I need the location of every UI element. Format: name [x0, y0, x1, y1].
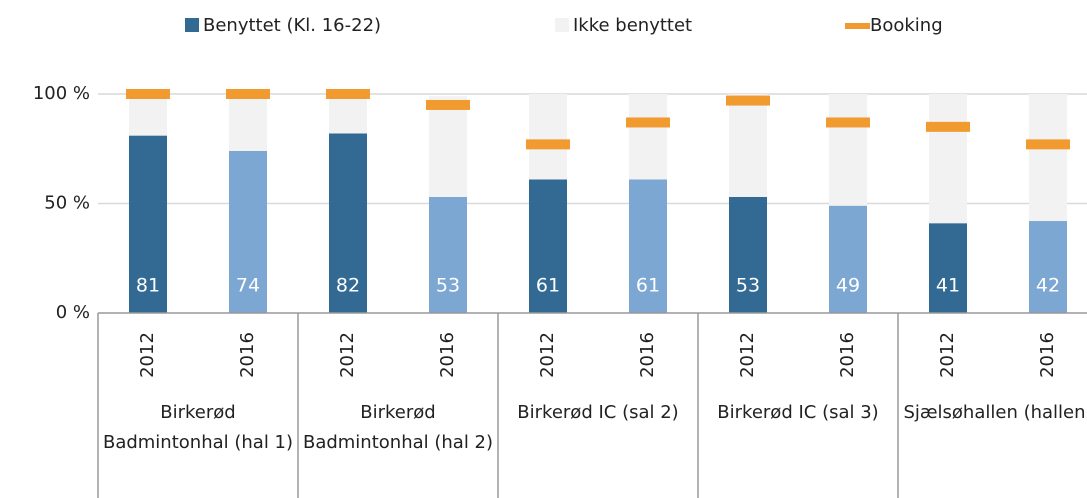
group-label: Sjælsøhallen (hallen) — [903, 402, 1087, 423]
bar-segment — [329, 133, 367, 313]
legend-swatch — [185, 18, 199, 32]
booking-marker — [226, 89, 270, 99]
bar-segment — [729, 196, 767, 313]
data-label: 41 — [936, 275, 960, 297]
group-label: Birkerød Badmintonhal (hal 2) — [302, 402, 494, 453]
x-tick-label: 2012 — [337, 332, 358, 378]
data-label: 74 — [236, 275, 260, 297]
booking-marker — [326, 89, 370, 99]
legend-label: Benyttet (Kl. 16-22) — [203, 15, 381, 36]
bar-segment — [1029, 94, 1067, 222]
booking-marker — [126, 89, 170, 99]
data-label: 53 — [736, 275, 760, 297]
bar-segment — [429, 96, 467, 197]
y-tick-label: 50 % — [44, 193, 90, 214]
data-label: 42 — [1036, 275, 1060, 297]
x-tick-label: 2016 — [637, 332, 658, 378]
x-tick-label: 2012 — [537, 332, 558, 378]
bar-segment — [829, 94, 867, 206]
booking-marker — [626, 117, 670, 128]
data-label: 61 — [536, 275, 560, 297]
bar-segment — [929, 94, 967, 224]
y-tick-label: 100 % — [33, 83, 90, 104]
legend-label: Ikke benyttet — [573, 15, 692, 36]
booking-marker — [826, 117, 870, 128]
booking-marker — [526, 139, 570, 150]
bar-segment — [129, 94, 167, 136]
x-tick-label: 2012 — [137, 332, 158, 378]
x-tick-label: 2012 — [937, 332, 958, 378]
bar-segment — [629, 94, 667, 180]
x-tick-label: 2012 — [737, 332, 758, 378]
bar-segment — [429, 196, 467, 313]
booking-marker — [1026, 139, 1070, 150]
legend-swatch — [555, 18, 569, 32]
booking-marker — [726, 95, 770, 106]
legend-label: Booking — [870, 15, 943, 36]
booking-marker — [426, 99, 470, 110]
group-label: Birkerød IC (sal 2) — [517, 402, 679, 423]
bar-segment — [729, 94, 767, 197]
data-label: 49 — [836, 275, 860, 297]
bar-segment — [829, 205, 867, 313]
data-label: 61 — [636, 275, 660, 297]
data-label: 53 — [436, 275, 460, 297]
bar-segment — [929, 223, 967, 313]
data-label: 81 — [136, 275, 160, 297]
bar-segment — [629, 179, 667, 313]
bar-segment — [529, 94, 567, 180]
bar-segment — [129, 135, 167, 313]
data-label: 82 — [336, 275, 360, 297]
bar-segment — [229, 94, 267, 151]
legend-swatch — [845, 23, 870, 29]
bar-segment — [329, 94, 367, 134]
booking-marker — [926, 121, 970, 132]
bar-segment — [1029, 221, 1067, 313]
x-tick-label: 2016 — [437, 332, 458, 378]
x-tick-label: 2016 — [837, 332, 858, 378]
x-tick-label: 2016 — [237, 332, 258, 378]
group-label: Birkerød Badmintonhal (hal 1) — [102, 402, 294, 453]
x-tick-label: 2016 — [1037, 332, 1058, 378]
group-label: Birkerød IC (sal 3) — [717, 402, 879, 423]
y-tick-label: 0 % — [56, 302, 90, 323]
bar-segment — [229, 150, 267, 313]
bar-segment — [529, 179, 567, 313]
